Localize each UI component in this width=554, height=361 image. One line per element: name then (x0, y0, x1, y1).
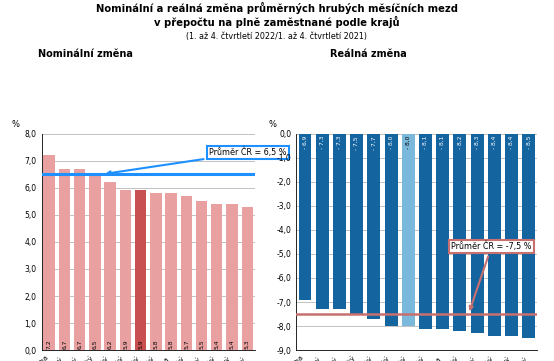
Text: - 7,3: - 7,3 (320, 136, 325, 149)
Bar (226, 204, 238, 350)
Bar (43, 155, 55, 350)
Bar (436, 134, 449, 329)
Bar (196, 201, 207, 350)
Text: 7,2: 7,2 (47, 339, 52, 349)
Text: 5,4: 5,4 (229, 339, 234, 349)
Text: 5,9: 5,9 (138, 339, 143, 349)
Text: Průměr ČR = -7,5 %: Průměr ČR = -7,5 % (452, 242, 532, 309)
Text: Nominální změna: Nominální změna (38, 49, 134, 59)
Text: 5,7: 5,7 (184, 339, 189, 349)
Text: - 8,1: - 8,1 (440, 136, 445, 149)
Text: - 8,5: - 8,5 (526, 136, 531, 149)
Text: - 8,0: - 8,0 (388, 136, 393, 149)
Bar (419, 134, 432, 329)
Text: (1. až 4. čtvrtletí 2022/1. až 4. čtvrtletí 2021): (1. až 4. čtvrtletí 2022/1. až 4. čtvrtl… (187, 32, 367, 41)
Bar (316, 134, 329, 309)
Text: 5,8: 5,8 (168, 339, 173, 349)
Bar (135, 191, 146, 350)
Bar (59, 169, 70, 350)
Text: 6,7: 6,7 (77, 339, 82, 349)
Bar (471, 134, 484, 333)
Bar (150, 193, 162, 350)
Text: - 8,0: - 8,0 (406, 136, 411, 149)
Bar (120, 191, 131, 350)
Bar (350, 134, 363, 314)
Text: Průměr ČR = 6,5 %: Průměr ČR = 6,5 % (107, 148, 286, 175)
Y-axis label: %: % (268, 120, 276, 129)
Text: 5,5: 5,5 (199, 339, 204, 349)
Text: v přepočtu na plně zaměstnané podle krajů: v přepočtu na plně zaměstnané podle kraj… (154, 16, 400, 28)
Text: 6,7: 6,7 (62, 339, 67, 349)
Text: - 7,3: - 7,3 (337, 136, 342, 149)
Text: 6,5: 6,5 (93, 339, 98, 349)
Bar (211, 204, 223, 350)
Bar (242, 206, 253, 350)
Text: 5,3: 5,3 (245, 339, 250, 349)
Text: - 8,2: - 8,2 (458, 136, 463, 149)
Text: 5,8: 5,8 (153, 339, 158, 349)
Text: 6,2: 6,2 (107, 339, 112, 349)
Bar (333, 134, 346, 309)
Bar (181, 196, 192, 350)
Text: - 8,4: - 8,4 (509, 136, 514, 149)
Bar (165, 193, 177, 350)
Bar (299, 134, 311, 300)
Text: - 7,7: - 7,7 (371, 136, 376, 149)
Bar (104, 182, 116, 350)
Bar (454, 134, 466, 331)
Text: - 8,4: - 8,4 (492, 136, 497, 149)
Bar (74, 169, 85, 350)
Text: Nominální a reálná změna průměrných hrubých měsíčních mezd: Nominální a reálná změna průměrných hrub… (96, 2, 458, 14)
Text: - 7,5: - 7,5 (354, 136, 359, 149)
Bar (89, 174, 101, 350)
Text: Reálná změna: Reálná změna (330, 49, 407, 59)
Bar (522, 134, 535, 338)
Text: - 8,1: - 8,1 (423, 136, 428, 149)
Bar (384, 134, 398, 326)
Text: 5,9: 5,9 (123, 339, 128, 349)
Y-axis label: %: % (12, 120, 20, 129)
Bar (367, 134, 380, 319)
Text: - 6,9: - 6,9 (302, 136, 307, 149)
Bar (402, 134, 415, 326)
Text: - 8,3: - 8,3 (475, 136, 480, 149)
Text: 5,4: 5,4 (214, 339, 219, 349)
Bar (488, 134, 501, 336)
Bar (505, 134, 518, 336)
